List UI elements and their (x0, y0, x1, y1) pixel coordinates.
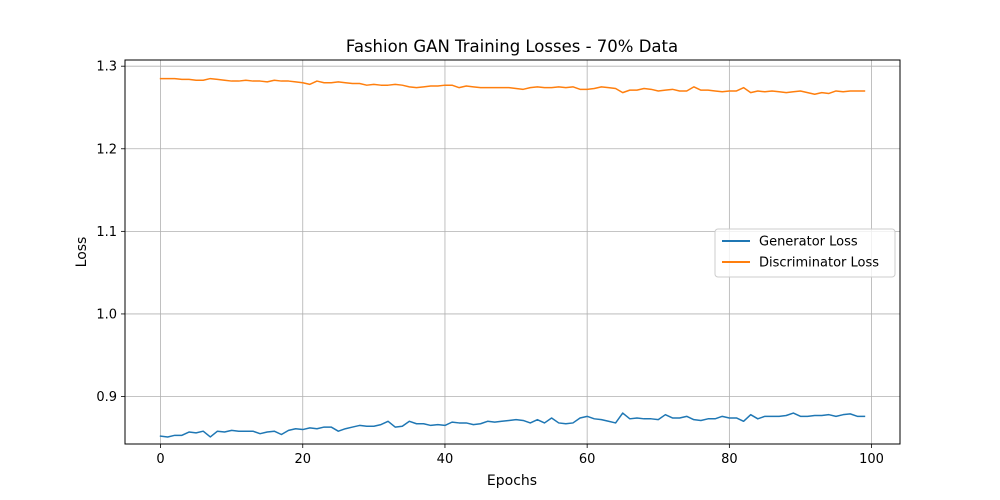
x-tick-label: 60 (579, 452, 596, 467)
y-axis-ticks: 0.9 1.0 1.1 1.2 1.3 (96, 60, 125, 405)
legend: Generator Loss Discriminator Loss (714, 228, 896, 278)
x-axis-ticks: 0 20 40 60 80 100 (156, 444, 884, 467)
y-tick-label: 1.3 (96, 60, 117, 75)
plot-area-frame (124, 59, 901, 445)
legend-box (714, 228, 896, 278)
y-tick-label: 1.0 (96, 307, 117, 322)
y-tick-label: 1.1 (96, 225, 117, 240)
discriminator-loss-line (159, 77, 866, 96)
legend-label-generator: Generator Loss (759, 235, 858, 250)
grid-lines (125, 60, 900, 444)
y-tick-label: 0.9 (96, 390, 117, 405)
x-tick-label: 20 (294, 452, 311, 467)
x-axis-label: Epochs (487, 473, 537, 489)
chart-title: Fashion GAN Training Losses - 70% Data (346, 37, 678, 56)
x-tick-label: 40 (437, 452, 454, 467)
legend-label-discriminator: Discriminator Loss (759, 256, 879, 271)
x-tick-label: 80 (721, 452, 738, 467)
y-axis-label: Loss (74, 237, 90, 268)
x-tick-label: 100 (859, 452, 884, 467)
x-tick-label: 0 (156, 452, 164, 467)
y-tick-label: 1.2 (96, 142, 117, 157)
series-layer (159, 77, 866, 438)
generator-loss-line (159, 412, 866, 438)
